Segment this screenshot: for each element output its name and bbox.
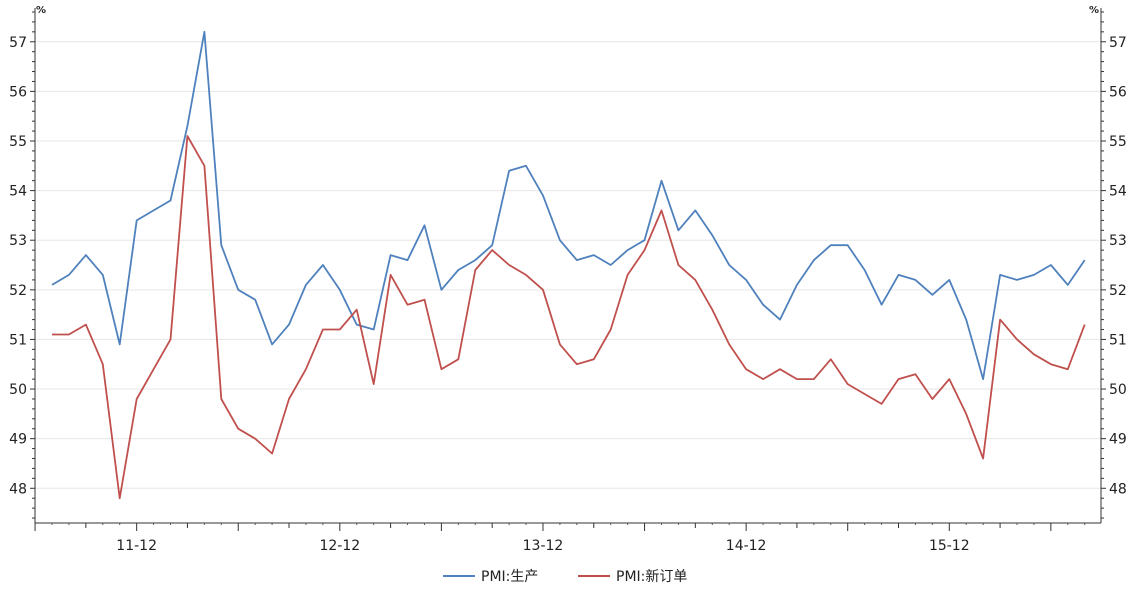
right-y-tick-label: 50 xyxy=(1109,382,1127,398)
right-unit-label: % xyxy=(1089,5,1099,16)
right-y-tick-label: 51 xyxy=(1109,332,1127,348)
series-line-production xyxy=(51,30,1086,381)
left-y-tick-label: 52 xyxy=(9,283,27,299)
series-line-new-orders xyxy=(52,135,1086,500)
right-y-tick-label: 53 xyxy=(1109,233,1127,249)
legend-label: PMI:生产 xyxy=(481,569,538,585)
x-tick-label: 13-12 xyxy=(523,538,564,554)
left-y-tick-label: 55 xyxy=(9,134,27,150)
left-y-tick-label: 50 xyxy=(9,382,27,398)
left-y-tick-label: 53 xyxy=(9,233,27,249)
legend-item-new-orders: PMI:新订单 xyxy=(578,569,687,585)
x-tick-label: 11-12 xyxy=(116,538,157,554)
x-tick-label: 15-12 xyxy=(929,538,970,554)
left-y-tick-label: 56 xyxy=(9,84,27,100)
right-y-tick-label: 52 xyxy=(1109,283,1127,299)
right-y-tick-label: 56 xyxy=(1109,84,1127,100)
right-y-tick-label: 57 xyxy=(1109,35,1127,51)
right-y-tick-label: 55 xyxy=(1109,134,1127,150)
x-tick-label: 14-12 xyxy=(726,538,767,554)
left-y-tick-label: 51 xyxy=(9,332,27,348)
left-y-tick-label: 54 xyxy=(9,184,27,200)
legend-item-production: PMI:生产 xyxy=(443,569,538,585)
left-y-tick-label: 57 xyxy=(9,35,27,51)
right-y-tick-label: 54 xyxy=(1109,184,1127,200)
x-tick-label: 12-12 xyxy=(319,538,360,554)
right-y-tick-label: 49 xyxy=(1109,432,1127,448)
right-y-tick-label: 48 xyxy=(1109,481,1127,497)
left-y-tick-label: 48 xyxy=(9,481,27,497)
legend-label: PMI:新订单 xyxy=(616,569,687,585)
left-y-tick-label: 49 xyxy=(9,432,27,448)
left-unit-label: % xyxy=(36,5,46,16)
